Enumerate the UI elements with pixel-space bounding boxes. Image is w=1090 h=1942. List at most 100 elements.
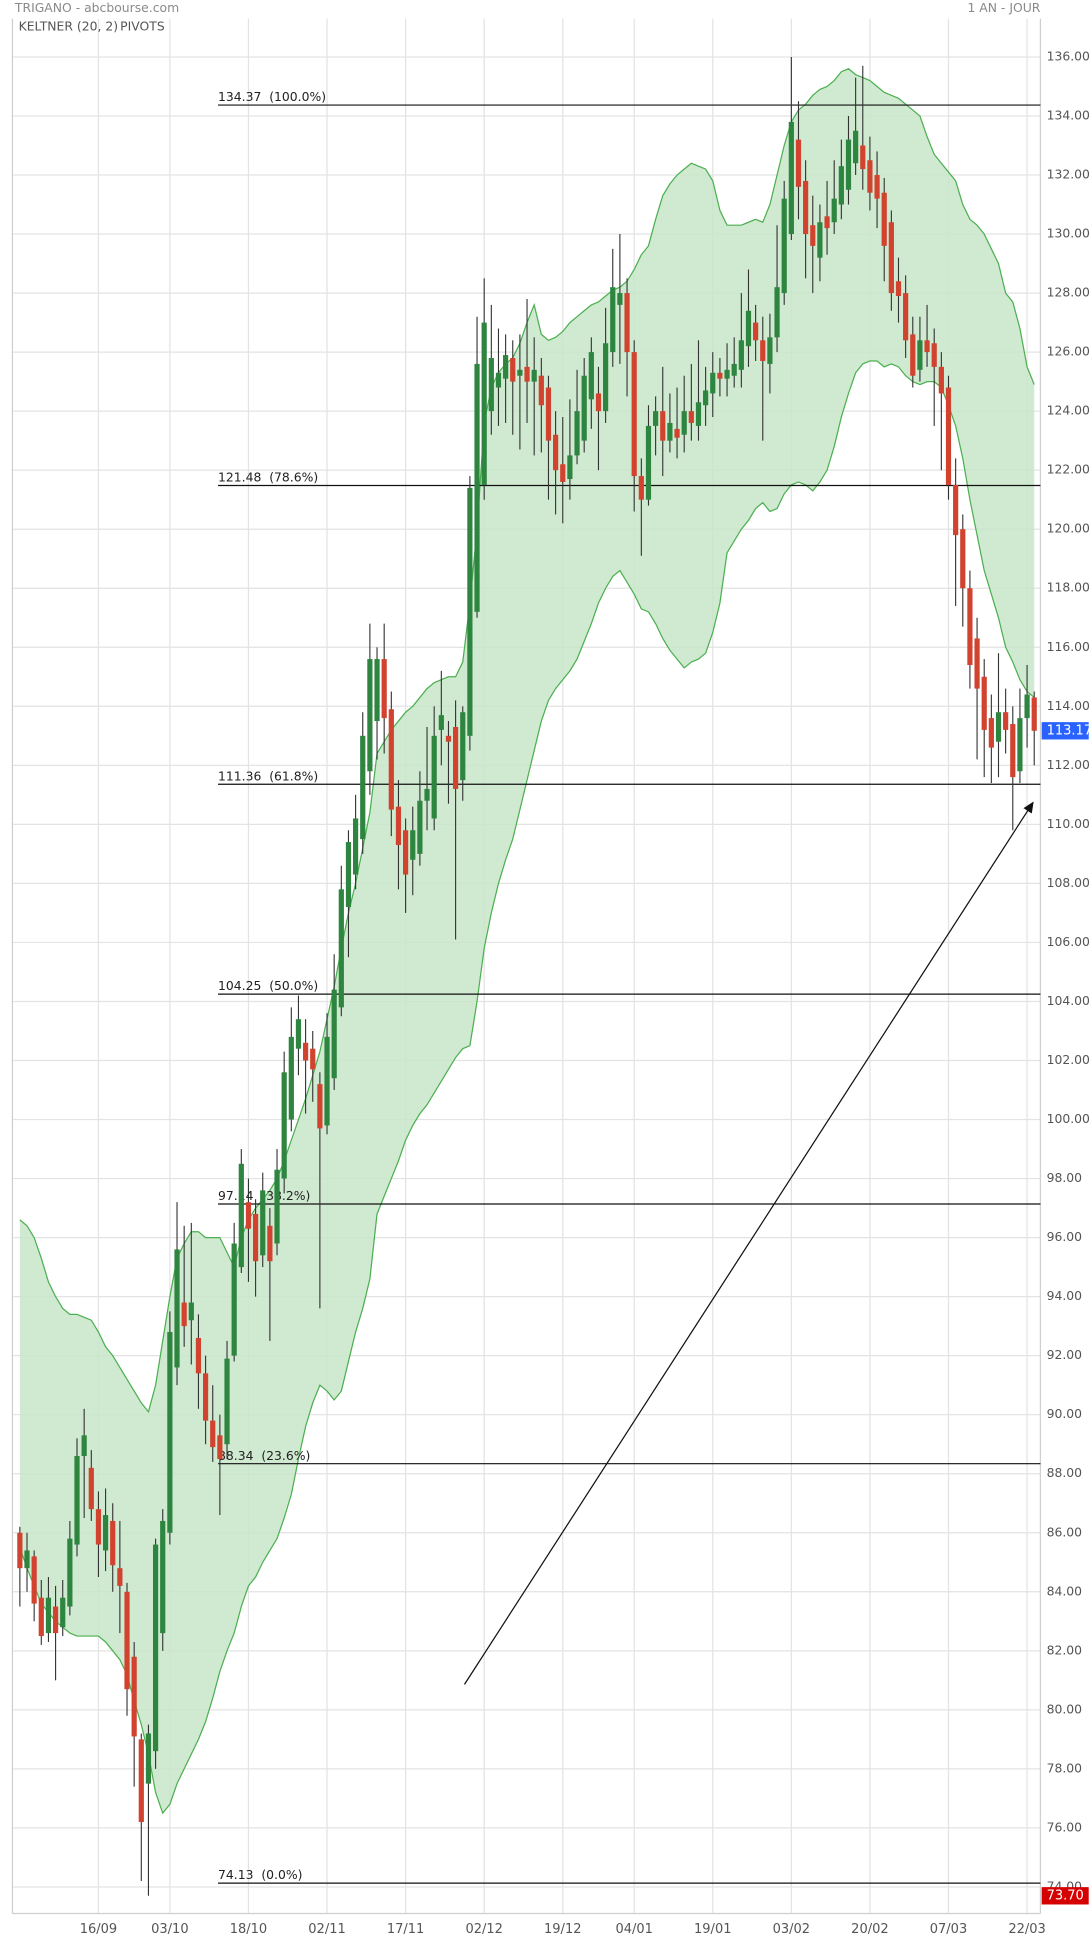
candle-body: [467, 487, 473, 736]
candle-body: [360, 735, 366, 840]
candle-body: [274, 1169, 280, 1244]
y-tick-label: 116.00: [1047, 640, 1090, 654]
candle-body: [81, 1435, 87, 1457]
candle-body: [67, 1538, 73, 1607]
candle-body: [145, 1733, 152, 1784]
candle-body: [753, 322, 759, 341]
candle-body: [267, 1225, 273, 1262]
candle-body: [945, 387, 952, 485]
candle-body: [252, 1213, 259, 1262]
candle-body: [645, 425, 652, 500]
candle-body: [795, 139, 802, 187]
candle-body: [74, 1456, 80, 1545]
candle-body: [1017, 718, 1023, 772]
candle-body: [638, 476, 644, 500]
candle-body: [760, 340, 766, 361]
candle-body: [517, 369, 523, 376]
y-tick-label: 100.00: [1047, 1112, 1090, 1126]
x-tick-label: 03/02: [773, 1922, 810, 1937]
x-tick-label: 19/01: [694, 1922, 731, 1937]
x-tick-label: 02/11: [308, 1922, 345, 1937]
candle-body: [660, 411, 666, 441]
candle-body: [288, 1036, 294, 1120]
candle-body: [160, 1520, 166, 1634]
candle-body: [460, 712, 466, 781]
candle-body: [17, 1532, 23, 1569]
candle-body: [810, 225, 816, 246]
x-tick-label: 03/10: [151, 1922, 188, 1937]
candle-body: [603, 343, 609, 412]
candle-body: [495, 372, 502, 388]
candle-body: [45, 1597, 52, 1634]
candle-body: [31, 1556, 37, 1604]
x-tick-label: 04/01: [615, 1922, 652, 1937]
candle-body: [374, 659, 380, 722]
y-tick-label: 80.00: [1047, 1702, 1083, 1716]
candle-body: [610, 287, 616, 353]
candle-body: [931, 343, 937, 367]
candle-body: [445, 735, 452, 742]
y-tick-label: 136.00: [1047, 49, 1090, 63]
y-tick-label: 92.00: [1047, 1348, 1083, 1362]
y-tick-label: 86.00: [1047, 1525, 1083, 1539]
candle-body: [981, 676, 987, 730]
legend-keltner[interactable]: KELTNER (20, 2): [19, 20, 118, 34]
x-tick-label: 16/09: [80, 1922, 117, 1937]
y-tick-label: 134.00: [1047, 108, 1090, 122]
y-tick-label: 108.00: [1047, 876, 1090, 890]
candle-body: [681, 411, 687, 435]
candle-body: [595, 393, 602, 412]
candle-body: [731, 363, 737, 376]
y-tick-label: 94.00: [1047, 1289, 1083, 1303]
candle-body: [738, 340, 744, 370]
y-tick-label: 88.00: [1047, 1466, 1083, 1480]
candle-body: [488, 358, 494, 412]
candle-body: [181, 1302, 187, 1327]
y-tick-label: 132.00: [1047, 168, 1090, 182]
low-price-label: 73.70: [1047, 1888, 1084, 1903]
candle-body: [988, 718, 994, 748]
candle-body: [431, 735, 437, 819]
candle-body: [324, 1036, 330, 1126]
candle-body: [745, 310, 752, 347]
header-period: 1 AN - JOUR: [967, 1, 1040, 15]
candle-body: [238, 1163, 244, 1268]
candle-body: [695, 402, 702, 426]
candle-body: [424, 788, 430, 801]
candle-body: [953, 484, 959, 536]
candle-body: [917, 340, 923, 370]
candle-body: [302, 1042, 309, 1061]
candle-body: [117, 1568, 123, 1586]
candle-body: [281, 1072, 287, 1179]
candle-body: [803, 180, 809, 235]
x-tick-label: 02/12: [465, 1922, 502, 1937]
candle-body: [167, 1332, 173, 1533]
candle-body: [381, 659, 387, 719]
candles: [17, 56, 1037, 1896]
candle-body: [667, 422, 673, 441]
x-tick-label: 19/12: [544, 1922, 581, 1937]
candle-body: [631, 352, 637, 477]
candle-body: [38, 1597, 44, 1637]
y-tick-label: 112.00: [1047, 758, 1090, 772]
candle-body: [567, 455, 573, 480]
legend-pivots[interactable]: PIVOTS: [120, 20, 165, 34]
x-tick-label: 17/11: [387, 1922, 424, 1937]
candle-body: [295, 1019, 302, 1049]
candle-body: [331, 989, 337, 1079]
candle-body: [845, 139, 852, 190]
candle-body: [217, 1435, 223, 1459]
candle-body: [538, 375, 544, 406]
y-tick-label: 84.00: [1047, 1584, 1083, 1598]
candle-body: [1010, 724, 1016, 778]
keltner-lower: [19, 360, 1035, 1815]
candle-body: [60, 1597, 66, 1628]
y-tick-label: 114.00: [1047, 699, 1090, 713]
candle-body: [317, 1084, 323, 1129]
candle-body: [967, 588, 973, 665]
axes: 74.0076.0078.0080.0082.0084.0086.0088.00…: [80, 49, 1090, 1937]
candle-body: [767, 337, 773, 364]
candle-body: [474, 363, 480, 612]
y-tick-label: 106.00: [1047, 935, 1090, 949]
candle-body: [110, 1520, 116, 1566]
